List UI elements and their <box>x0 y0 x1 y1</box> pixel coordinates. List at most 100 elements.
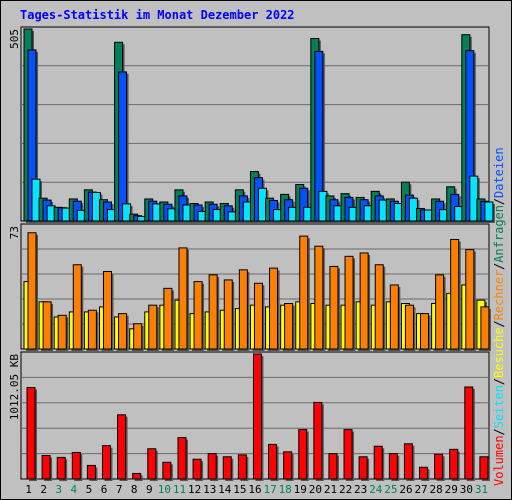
bar-rechner-day-30 <box>465 249 475 350</box>
bar-rechner-day-15 <box>238 269 248 350</box>
bar-volumen-day-20 <box>313 401 323 480</box>
bar-rechner-day-5 <box>87 309 97 350</box>
bar-rechner-day-23 <box>359 252 369 350</box>
panel-1-max-label: 505 <box>8 29 21 49</box>
bar-volumen-day-5 <box>86 464 96 480</box>
bar-rechner-day-31 <box>480 306 490 350</box>
bar-rechner-day-10 <box>163 287 173 350</box>
legend-anfragen: Anfragen <box>492 205 506 263</box>
x-tick-label-day-22: 22 <box>339 483 352 496</box>
panel-3-max-label: 1012.05 KB <box>8 354 21 421</box>
chart-title: Tages-Statistik im Monat Dezember 2022 <box>20 8 295 22</box>
panel-2-max-label: 73 <box>8 226 21 239</box>
x-tick-label-day-11: 11 <box>173 483 186 496</box>
bar-rechner-day-21 <box>329 265 339 350</box>
bar-volumen-day-23 <box>358 456 368 480</box>
x-tick-label-day-24: 24 <box>369 483 383 496</box>
bar-volumen-day-30 <box>464 386 474 480</box>
bar-rechner-day-4 <box>72 264 82 350</box>
x-tick-label-day-31: 31 <box>475 483 488 496</box>
bar-rechner-day-24 <box>374 264 384 350</box>
bar-volumen-day-12 <box>192 458 202 480</box>
bar-volumen-day-29 <box>449 448 459 480</box>
legend-dateien: Dateien <box>492 147 506 198</box>
bar-volumen-day-1 <box>26 387 36 480</box>
legend-volumen: Volumen <box>492 435 506 486</box>
bar-rechner-day-16 <box>253 282 263 350</box>
bar-rechner-day-6 <box>102 270 112 350</box>
legend-rechner: Rechner <box>492 270 506 321</box>
bar-rechner-day-22 <box>344 255 354 350</box>
bar-rechner-day-17 <box>269 267 279 350</box>
legend-separator: / <box>492 378 506 385</box>
x-tick-label-day-19: 19 <box>294 483 307 496</box>
x-tick-label-day-8: 8 <box>131 483 138 496</box>
bar-rechner-day-9 <box>148 304 158 350</box>
bar-rechner-day-12 <box>193 281 203 350</box>
bar-volumen-day-17 <box>268 443 278 480</box>
bar-rechner-day-29 <box>450 238 460 350</box>
bar-volumen-day-27 <box>419 466 429 480</box>
bar-volumen-day-4 <box>71 451 81 480</box>
bar-rechner-day-7 <box>118 313 128 350</box>
x-tick-label-day-21: 21 <box>324 483 337 496</box>
bar-volumen-day-16 <box>252 353 262 480</box>
bar-rechner-day-20 <box>314 245 324 350</box>
bar-rechner-day-8 <box>133 323 143 350</box>
x-tick-label-day-6: 6 <box>101 483 108 496</box>
bar-volumen-day-13 <box>207 453 217 480</box>
bar-volumen-day-8 <box>132 472 142 480</box>
bar-volumen-day-22 <box>343 429 353 480</box>
bar-volumen-day-18 <box>283 451 293 480</box>
bar-seiten-day-7 <box>122 203 132 222</box>
x-tick-label-day-12: 12 <box>188 483 201 496</box>
x-tick-label-day-5: 5 <box>86 483 93 496</box>
bar-rechner-day-1 <box>27 232 37 350</box>
bar-volumen-day-9 <box>147 448 157 480</box>
x-tick-label-day-16: 16 <box>248 483 261 496</box>
x-tick-label-day-3: 3 <box>55 483 62 496</box>
bar-rechner-day-11 <box>178 247 188 350</box>
bar-volumen-day-25 <box>388 453 398 480</box>
bar-volumen-day-11 <box>177 437 187 480</box>
x-tick-label-day-26: 26 <box>399 483 412 496</box>
x-tick-label-day-9: 9 <box>146 483 153 496</box>
legend-separator: / <box>492 263 506 270</box>
x-tick-label-day-20: 20 <box>309 483 322 496</box>
x-tick-label-day-14: 14 <box>218 483 232 496</box>
legend-separator: / <box>492 428 506 435</box>
x-tick-label-day-18: 18 <box>279 483 292 496</box>
bar-volumen-day-10 <box>162 461 172 480</box>
x-tick-label-day-15: 15 <box>233 483 246 496</box>
bar-dateien-day-7 <box>118 71 128 222</box>
bar-rechner-day-3 <box>57 314 67 350</box>
x-tick-label-day-4: 4 <box>71 483 78 496</box>
bar-volumen-day-28 <box>434 453 444 480</box>
legend-seiten: Seiten <box>492 385 506 428</box>
bar-rechner-day-26 <box>404 304 414 350</box>
x-tick-label-day-25: 25 <box>384 483 397 496</box>
bar-rechner-day-25 <box>389 284 399 350</box>
bar-rechner-day-28 <box>435 274 445 350</box>
x-tick-label-day-7: 7 <box>116 483 123 496</box>
bar-rechner-day-27 <box>420 313 430 350</box>
bar-rechner-day-18 <box>284 303 294 350</box>
x-tick-label-day-27: 27 <box>414 483 427 496</box>
bar-volumen-day-26 <box>403 443 413 480</box>
bar-rechner-day-13 <box>208 274 218 350</box>
bar-volumen-day-14 <box>222 456 232 480</box>
x-tick-label-day-28: 28 <box>430 483 443 496</box>
x-tick-label-day-17: 17 <box>263 483 276 496</box>
x-tick-label-day-29: 29 <box>445 483 458 496</box>
legend-besuche: Besuche <box>492 327 506 378</box>
x-tick-label-day-10: 10 <box>158 483 171 496</box>
x-tick-label-day-2: 2 <box>40 483 47 496</box>
bar-rechner-day-14 <box>223 279 233 350</box>
bar-volumen-day-6 <box>101 445 111 480</box>
x-tick-label-day-30: 30 <box>460 483 473 496</box>
legend-separator: / <box>492 320 506 327</box>
bar-volumen-day-31 <box>479 456 489 480</box>
bar-rechner-day-19 <box>299 235 309 350</box>
